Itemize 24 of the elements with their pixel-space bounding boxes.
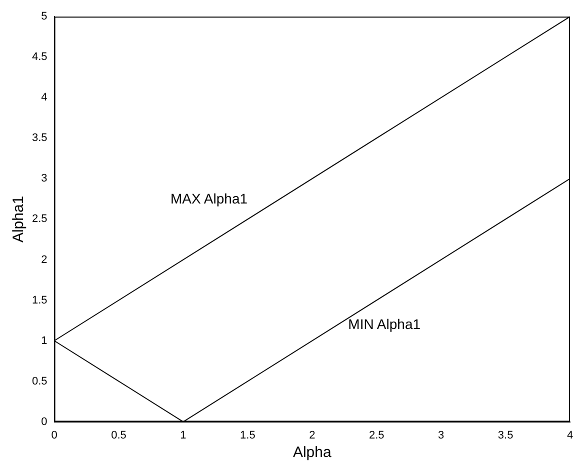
- y-tick-label: 4: [41, 92, 48, 104]
- x-tick-label: 2.5: [368, 429, 384, 442]
- y-axis-title: Alpha1: [10, 196, 28, 243]
- x-tick-label: 0: [51, 429, 58, 442]
- x-tick-label: 1: [180, 429, 186, 442]
- series-label: MAX Alpha1: [170, 190, 248, 206]
- x-axis-title: Alpha: [292, 444, 332, 462]
- y-tick-label: 3: [41, 172, 48, 185]
- series-label: MIN Alpha1: [348, 316, 421, 332]
- x-tick-label: 0.5: [111, 429, 126, 442]
- x-tick-label: 1.5: [240, 429, 256, 442]
- x-tick-label: 4: [566, 429, 574, 442]
- y-tick-label: 2: [41, 254, 48, 266]
- y-tick-label: 3.5: [32, 132, 48, 144]
- y-tick-label: 2.5: [32, 213, 48, 226]
- y-tick-label: 0.5: [32, 375, 48, 388]
- x-tick-label: 2: [309, 429, 316, 442]
- y-tick-label: 4.5: [32, 51, 48, 64]
- x-tick-label: 3: [438, 429, 444, 442]
- y-tick-label: 0: [41, 416, 48, 428]
- y-tick-label: 1.5: [32, 294, 48, 306]
- y-tick-label: 1: [41, 334, 48, 347]
- x-tick-label: 3.5: [498, 429, 514, 442]
- y-tick-label: 5: [41, 10, 48, 23]
